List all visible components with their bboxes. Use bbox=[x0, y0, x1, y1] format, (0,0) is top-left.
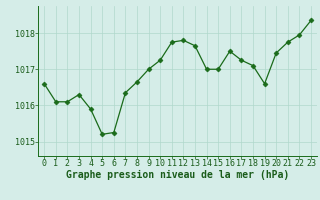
X-axis label: Graphe pression niveau de la mer (hPa): Graphe pression niveau de la mer (hPa) bbox=[66, 170, 289, 180]
